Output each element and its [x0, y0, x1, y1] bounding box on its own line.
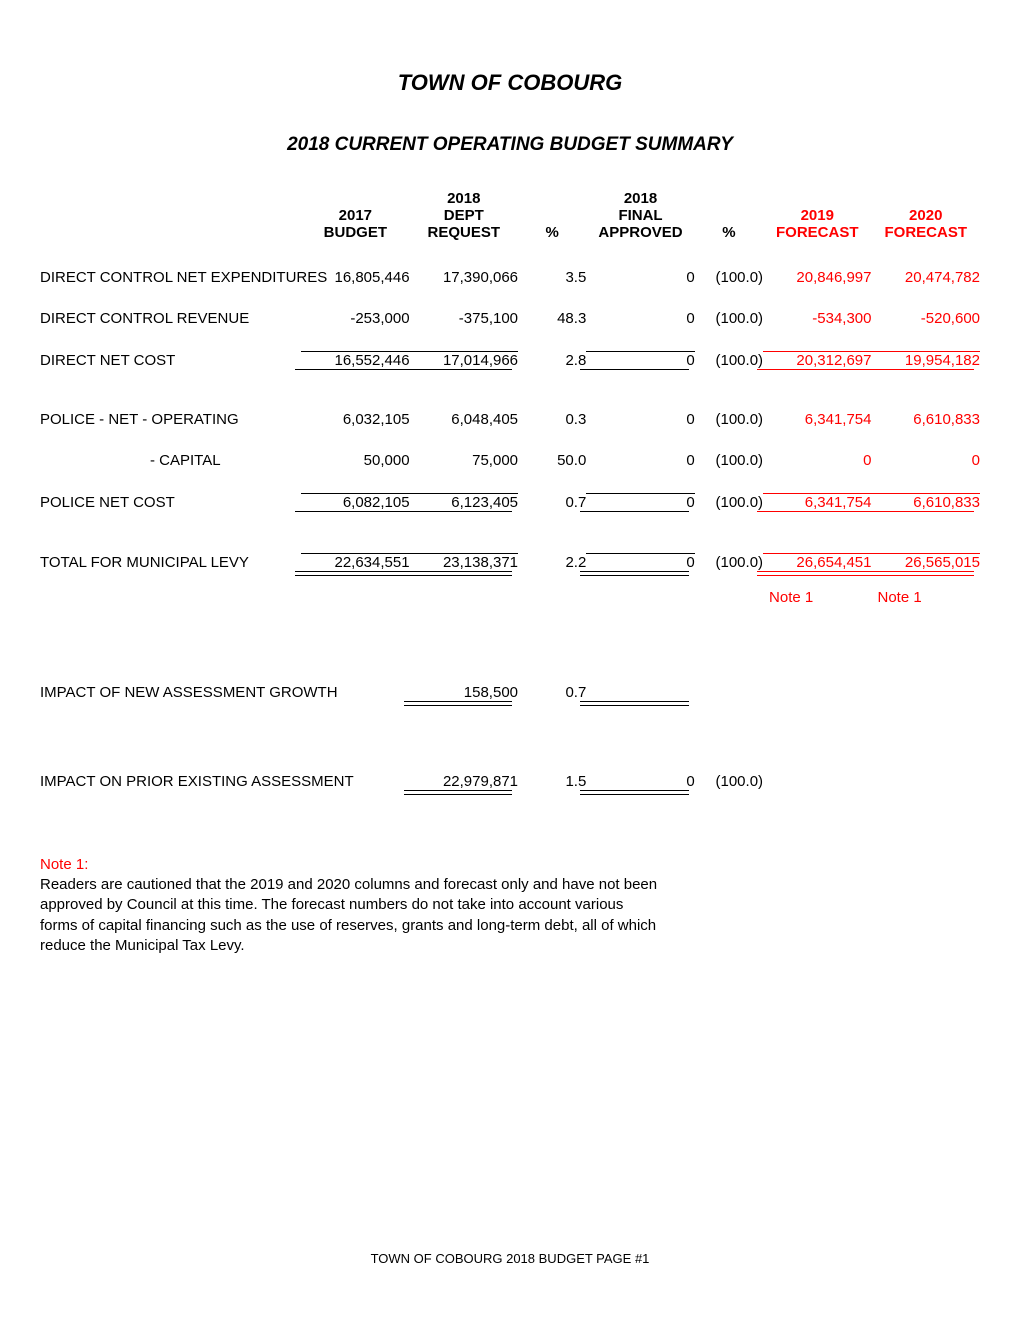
- row-impact-new-assessment: IMPACT OF NEW ASSESSMENT GROWTH 158,500 …: [40, 684, 980, 701]
- row-total-levy: TOTAL FOR MUNICIPAL LEVY 22,634,551 23,1…: [40, 554, 980, 572]
- rule-row: [40, 511, 980, 529]
- col-2020-forecast: 2020 FORECAST: [871, 190, 980, 245]
- col-pct-1: %: [518, 190, 586, 245]
- note-ref-row: Note 1 Note 1: [40, 589, 980, 606]
- report-subtitle: 2018 CURRENT OPERATING BUDGET SUMMARY: [40, 134, 980, 156]
- col-2018-final-approved: 2018 FINAL APPROVED: [586, 190, 694, 245]
- row-impact-prior-assessment: IMPACT ON PRIOR EXISTING ASSESSMENT 22,9…: [40, 773, 980, 790]
- row-direct-expenditures: DIRECT CONTROL NET EXPENDITURES 16,805,4…: [40, 269, 980, 286]
- note-1-block: Note 1: Readers are cautioned that the 2…: [40, 856, 660, 956]
- note-1-body: Readers are cautioned that the 2019 and …: [40, 875, 660, 956]
- page: TOWN OF COBOURG 2018 CURRENT OPERATING B…: [0, 0, 1020, 1320]
- col-2019-forecast: 2019 FORECAST: [763, 190, 871, 245]
- row-police-net-cost: POLICE NET COST 6,082,105 6,123,405 0.7 …: [40, 494, 980, 512]
- note-1-heading: Note 1:: [40, 856, 660, 873]
- budget-table: 2017 BUDGET 2018 DEPT REQUEST % 2018 FIN…: [40, 190, 980, 808]
- page-footer: TOWN OF COBOURG 2018 BUDGET PAGE #1: [0, 1251, 1020, 1266]
- col-pct-2: %: [695, 190, 763, 245]
- table-header: 2017 BUDGET 2018 DEPT REQUEST % 2018 FIN…: [40, 190, 980, 245]
- rule-row-double: [40, 790, 980, 808]
- row-direct-net-cost: DIRECT NET COST 16,552,446 17,014,966 2.…: [40, 352, 980, 370]
- row-direct-revenue: DIRECT CONTROL REVENUE -253,000 -375,100…: [40, 310, 980, 327]
- rule-row-double: [40, 571, 980, 589]
- row-police-operating: POLICE - NET - OPERATING 6,032,105 6,048…: [40, 411, 980, 428]
- rule-row: [40, 369, 980, 387]
- note-ref-2020: Note 1: [871, 589, 980, 606]
- org-title: TOWN OF COBOURG: [40, 70, 980, 96]
- col-2018-dept-request: 2018 DEPT REQUEST: [410, 190, 518, 245]
- col-2017-budget: 2017 BUDGET: [301, 190, 409, 245]
- rule-row-double: [40, 701, 980, 719]
- note-ref-2019: Note 1: [763, 589, 871, 606]
- row-police-capital: - CAPITAL 50,000 75,000 50.0 0 (100.0) 0…: [40, 452, 980, 469]
